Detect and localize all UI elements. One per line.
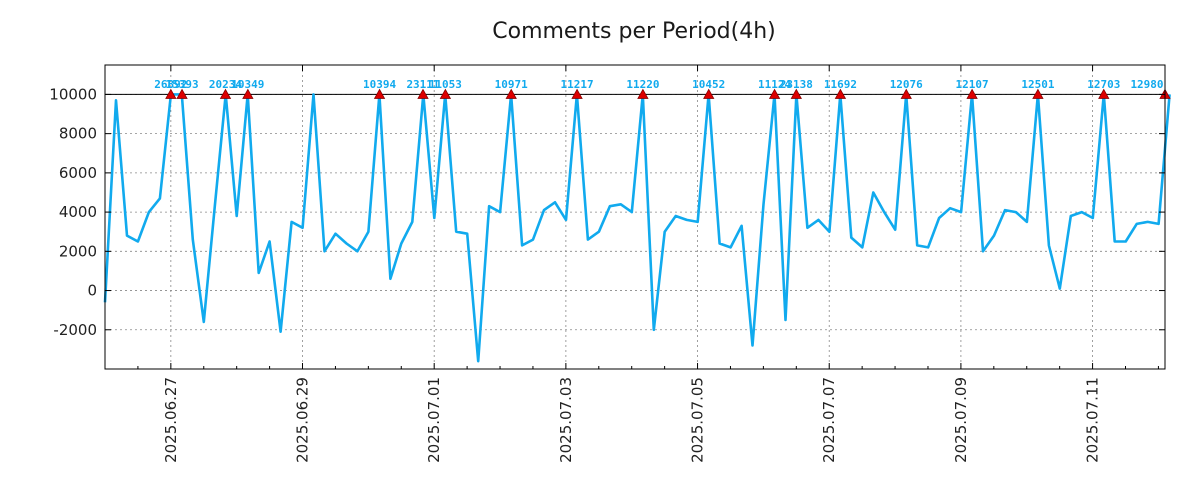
axes: -2000 0 2000 4000 6000 8000 10000 2025.06.27 202… [49, 65, 1165, 463]
peak-label: 12980 [1130, 78, 1163, 91]
peak-marker [900, 88, 912, 99]
peak-marker [439, 88, 452, 99]
y-tick-label: 10000 [49, 85, 97, 103]
peak-marker [417, 88, 429, 99]
x-tick-label: 2025.07.07 [820, 377, 838, 463]
peak-label: 12501 [1021, 78, 1054, 91]
x-tick-label: 2025.07.01 [425, 377, 443, 463]
y-tick-label: 2000 [59, 242, 97, 260]
peak-label: 11053 [429, 78, 462, 91]
peak-marker [834, 88, 847, 99]
peak-marker [176, 88, 188, 99]
peak-marker [242, 88, 254, 99]
peak-marker [790, 88, 802, 99]
y-tick-label: 8000 [59, 125, 97, 143]
peak-label: 10394 [363, 78, 396, 91]
peak-label: 10971 [495, 78, 528, 91]
peak-label: 12076 [890, 78, 923, 91]
y-tick-label: 6000 [59, 164, 97, 182]
chart-title: Comments per Period(4h) [492, 19, 776, 44]
peak-label: 11217 [560, 78, 593, 91]
x-tick-label: 2025.07.05 [689, 377, 707, 463]
peak-label: 11220 [626, 78, 659, 91]
y-tick-label: -2000 [53, 321, 97, 339]
peak-label: 23111 [406, 78, 439, 91]
peak-label: 26892 [154, 78, 187, 91]
peak-label: 10349 [231, 78, 264, 91]
peak-marker [637, 88, 649, 99]
x-tick-label: 2025.06.27 [162, 377, 180, 463]
peak-marker [703, 88, 715, 99]
peak-label: 10452 [692, 78, 725, 91]
x-tick-label: 2025.07.09 [952, 377, 970, 463]
plot-frame [104, 64, 1166, 370]
y-tick-label: 4000 [59, 203, 97, 221]
peak-marker [505, 88, 517, 99]
peak-label: 20234 [209, 78, 242, 91]
peak-marker [1032, 88, 1044, 99]
series [103, 93, 1171, 363]
peak-marker [165, 88, 177, 99]
peak-marker [219, 88, 232, 99]
peak-label: 15393 [165, 78, 198, 91]
peak-label: 11124 [758, 78, 791, 91]
x-tick-label: 2025.06.29 [294, 377, 312, 463]
peak-label: 12107 [956, 78, 989, 91]
x-tick-label: 2025.07.03 [557, 377, 575, 463]
grid [105, 65, 1165, 369]
peak-marker [1098, 88, 1110, 99]
peak-label: 11692 [824, 78, 857, 91]
peak-label: 12703 [1087, 78, 1120, 91]
peak-marker [571, 88, 583, 99]
peak-label: 23138 [780, 78, 813, 91]
peak-marker [373, 88, 386, 99]
series-line-comments [103, 93, 1171, 363]
x-tick-label: 2025.07.11 [1084, 377, 1102, 463]
y-tick-label: 0 [87, 282, 97, 300]
peak-marker [768, 88, 781, 99]
peak-marker [966, 88, 978, 99]
